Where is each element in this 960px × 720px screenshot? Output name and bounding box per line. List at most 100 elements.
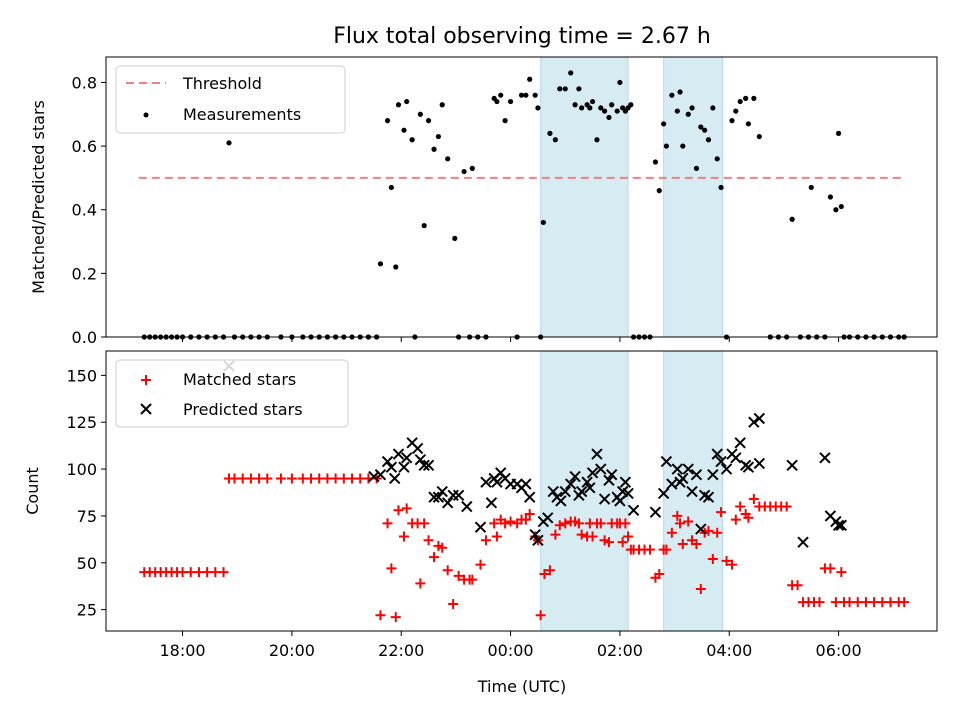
measurement-point (587, 105, 593, 111)
matched-star-point (730, 514, 741, 525)
bottom-axes-frame (105, 350, 938, 632)
matched-star-point (520, 514, 531, 525)
predicted-star-point (432, 491, 445, 503)
matched-star-point (442, 565, 453, 576)
predicted-star-point (368, 470, 380, 483)
measurement-point (733, 108, 739, 114)
measurement-point (614, 108, 620, 114)
measurement-point (494, 98, 500, 105)
measurement-point (609, 102, 615, 108)
matched-star-point (726, 559, 737, 570)
measurement-point (377, 261, 384, 267)
measurement-point (401, 127, 407, 133)
measurement-point (404, 98, 410, 105)
top-shaded-span (540, 56, 629, 338)
predicted-star-point (657, 487, 670, 500)
measurement-point (751, 95, 757, 101)
matched-star-point (654, 569, 665, 580)
measurements-legend-label: Measurements (183, 105, 301, 124)
top-y-tick-label: 0.4 (72, 201, 97, 220)
measurement-point (661, 121, 667, 127)
matched-star-point (836, 567, 847, 578)
top-legend: Threshold Measurements (115, 65, 346, 134)
measurement-point (693, 165, 700, 171)
predicted-star-point (385, 461, 398, 473)
predicted-star-point (619, 476, 632, 488)
top-panel: Flux total observing time = 2.67 h 0.0 0.… (29, 24, 938, 347)
measurement-point (439, 102, 445, 108)
predicted-star-point (702, 491, 715, 503)
measurement-point (652, 159, 659, 165)
predicted-star-point (666, 478, 678, 490)
predicted-star-point (529, 528, 541, 541)
bottom-panel: 25 50 75 100 125 150 18:00 20:00 22:00 00:00 02:0… (23, 350, 938, 696)
measurements-legend-marker (143, 112, 149, 118)
predicted-legend-label: Predicted stars (183, 400, 303, 419)
matched-star-point (707, 554, 718, 565)
predicted-star-point (547, 485, 559, 498)
measurement-point (835, 130, 842, 136)
matched-star-point (535, 610, 546, 621)
matched-star-point (666, 527, 677, 538)
predicted-star-point (753, 457, 766, 470)
matched-legend-label: Matched stars (183, 370, 296, 389)
matched-star-point (748, 494, 759, 505)
matched-star-point (703, 525, 714, 536)
matched-star-point (554, 520, 565, 531)
measurement-point (523, 92, 529, 98)
measurement-point (838, 203, 844, 210)
measurement-point (417, 111, 423, 117)
predicted-star-point (428, 491, 440, 503)
matched-star-point (620, 518, 631, 529)
matched-star-point (599, 535, 610, 546)
measurement-point (568, 70, 574, 76)
matched-star-point (286, 473, 297, 484)
measurement-point (579, 105, 585, 111)
matched-star-point (683, 516, 694, 527)
measurement-point (557, 86, 563, 92)
matched-star-point (792, 580, 803, 591)
matched-legend-marker (141, 375, 151, 385)
measurement-point (698, 124, 704, 130)
measurement-point (589, 98, 596, 105)
measurement-point (527, 76, 533, 82)
measurement-point (388, 184, 394, 191)
measurement-point (628, 102, 634, 108)
measurement-point (674, 108, 680, 114)
matched-star-point (595, 518, 606, 529)
measurement-point (226, 140, 232, 146)
matched-star-point (550, 529, 561, 540)
matched-star-point (814, 597, 825, 608)
top-y-tick-label: 0.2 (72, 264, 97, 283)
predicted-star-point (686, 485, 698, 498)
matched-star-point (382, 518, 393, 529)
matched-star-point (573, 518, 584, 529)
measurement-point (452, 235, 458, 241)
predicted-star-point (418, 459, 430, 472)
predicted-star-point (400, 452, 413, 464)
predicted-star-point (622, 487, 634, 500)
predicted-star-point (422, 459, 435, 472)
predicted-star-point (569, 470, 581, 483)
predicted-star-point (682, 463, 694, 475)
matched-star-point (587, 531, 598, 542)
top-y-tick-label: 0.0 (72, 328, 97, 347)
predicted-star-point (392, 448, 405, 460)
measurement-point (532, 92, 538, 98)
measurement-point (540, 219, 546, 226)
top-y-tick-label: 0.6 (72, 137, 97, 156)
predicted-star-point (671, 463, 684, 475)
measurement-point (461, 168, 467, 175)
predicted-star-point (742, 461, 755, 473)
matched-star-point (712, 527, 723, 538)
x-tick-label: 18:00 (159, 641, 205, 660)
matched-star-point (695, 584, 706, 595)
measurement-point (705, 137, 712, 143)
matched-star-point (393, 505, 404, 516)
predicted-star-point (707, 468, 719, 481)
matched-star-point (603, 537, 614, 548)
predicted-star-point (595, 463, 607, 475)
predicted-star-point (734, 437, 746, 449)
matched-star-point (617, 537, 628, 548)
predicted-legend-marker (140, 403, 152, 415)
